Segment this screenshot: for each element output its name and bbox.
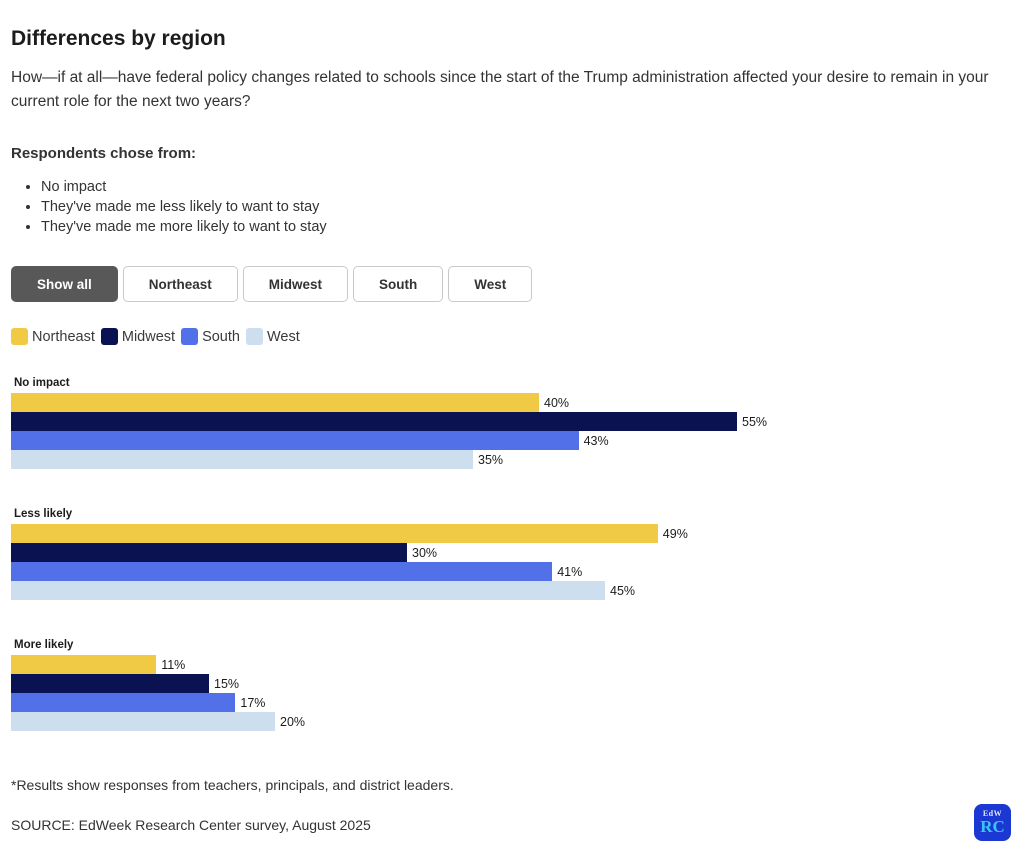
bar-row: 49% (11, 524, 1008, 544)
bar-row: 43% (11, 431, 1008, 451)
category-label: No impact (14, 377, 70, 390)
bar-south[interactable] (11, 562, 553, 582)
source-line: SOURCE: EdWeek Research Center survey, A… (11, 817, 371, 834)
bar-midwest[interactable] (11, 412, 737, 432)
bar-midwest[interactable] (11, 674, 209, 694)
bar-value-label: 11% (161, 657, 186, 672)
legend-item-west: West (245, 328, 306, 346)
respondents-label: Respondents chose from: (11, 145, 197, 163)
bar-midwest[interactable] (11, 543, 407, 563)
bar-row: 45% (11, 581, 1008, 601)
bar-west[interactable] (11, 450, 473, 470)
category-label: Less likely (14, 508, 73, 521)
bar-west[interactable] (11, 581, 605, 601)
bar-row: 17% (11, 693, 1008, 713)
filter-button-show-all[interactable]: Show all (11, 266, 118, 303)
response-option: They've made me less likely to want to s… (41, 197, 1008, 217)
legend-swatch-south (181, 328, 199, 346)
chart-group: Less likely 49% 30% 41% 45% (11, 507, 1008, 601)
bar-value-label: 55% (742, 414, 768, 429)
chart-group: More likely 11% 15% 17% 20% (11, 638, 1008, 732)
survey-question: How—if at all—have federal policy change… (11, 69, 989, 111)
bar-value-label: 41% (557, 564, 583, 579)
logo-text-rc: RC (980, 817, 1005, 836)
bar-value-label: 17% (240, 695, 266, 710)
chart-page: Differences by region How—if at all—have… (0, 0, 1020, 833)
edweek-rc-logo: EdW RC (974, 804, 1011, 841)
bar-northeast[interactable] (11, 655, 157, 675)
legend-item-south: South (181, 328, 246, 346)
bar-northeast[interactable] (11, 524, 658, 544)
legend-label: West (266, 328, 300, 345)
filter-button-west[interactable]: West (448, 266, 533, 303)
legend-item-midwest: Midwest (100, 328, 181, 346)
bar-northeast[interactable] (11, 393, 539, 413)
chart-legend: Northeast Midwest South West (11, 328, 1008, 346)
bar-value-label: 30% (412, 545, 438, 560)
legend-swatch-west (245, 328, 263, 346)
region-filter-row: Show all Northeast Midwest South West (11, 266, 1008, 303)
legend-swatch-northeast (11, 328, 28, 346)
bar-row: 40% (11, 393, 1008, 413)
bar-row: 35% (11, 450, 1008, 470)
response-options-list: No impact They've made me less likely to… (11, 177, 1008, 237)
bar-value-label: 43% (583, 433, 609, 448)
response-option: They've made me more likely to want to s… (41, 217, 1008, 237)
bar-row: 20% (11, 712, 1008, 732)
filter-button-northeast[interactable]: Northeast (122, 266, 238, 303)
legend-swatch-midwest (100, 328, 118, 346)
bar-value-label: 35% (478, 452, 504, 467)
bar-south[interactable] (11, 693, 236, 713)
bar-chart: No impact 40% 55% 43% 35% Less likely 49% 30% 41… (11, 376, 1008, 732)
response-option: No impact (41, 177, 1008, 197)
bar-row: 30% (11, 543, 1008, 563)
bar-row: 11% (11, 655, 1008, 675)
logo-text-edw: EdW (982, 809, 1003, 818)
filter-button-south[interactable]: South (353, 266, 444, 303)
bar-value-label: 45% (610, 583, 636, 598)
category-label: More likely (14, 639, 74, 652)
legend-label: South (202, 328, 240, 345)
bar-row: 41% (11, 562, 1008, 582)
footnote: *Results show responses from teachers, p… (11, 777, 454, 794)
bar-value-label: 15% (214, 676, 240, 691)
legend-label: Midwest (121, 328, 176, 345)
legend-label: Northeast (32, 328, 95, 345)
bar-south[interactable] (11, 431, 579, 451)
bar-row: 15% (11, 674, 1008, 694)
legend-item-northeast: Northeast (11, 328, 101, 346)
bar-west[interactable] (11, 712, 275, 732)
chart-group: No impact 40% 55% 43% 35% (11, 376, 1008, 470)
page-title: Differences by region (11, 27, 226, 50)
filter-button-midwest[interactable]: Midwest (242, 266, 349, 303)
bar-value-label: 20% (280, 714, 306, 729)
bar-value-label: 49% (662, 526, 688, 541)
bar-row: 55% (11, 412, 1008, 432)
bar-value-label: 40% (544, 395, 570, 410)
